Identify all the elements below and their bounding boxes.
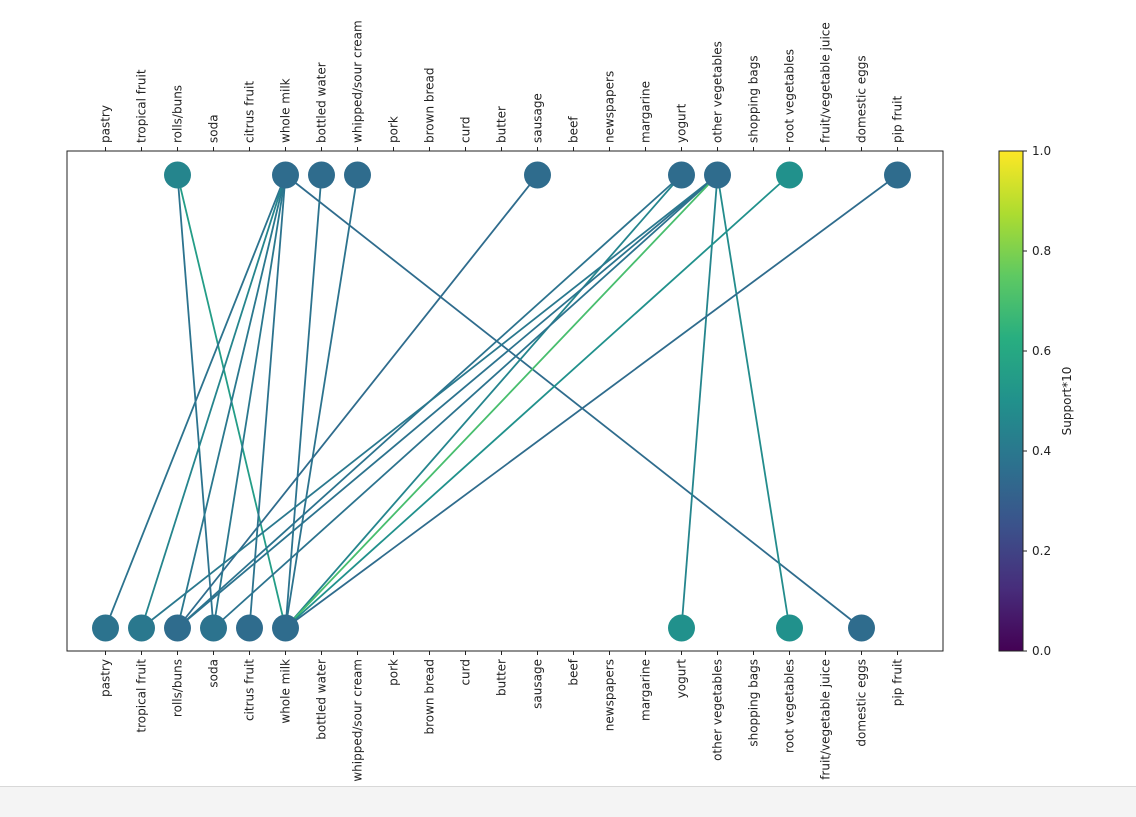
top-tick-label-whipped-sour-cream: whipped/sour cream [351, 20, 365, 143]
bottom-tick-label-citrus-fruit: citrus fruit [243, 659, 257, 721]
top-tick-label-yogurt: yogurt [675, 103, 689, 143]
edge-other-vegetables-to-root-vegetables [716, 174, 791, 629]
colorbar: 0.0 0.2 0.4 0.6 0.8 1.0 Support*10 [998, 144, 1074, 658]
bottom-tick-label-tropical-fruit: tropical fruit [135, 659, 149, 733]
edge-root-vegetables-to-whole-milk [284, 174, 791, 629]
top-tick-label-beef: beef [567, 116, 581, 143]
bottom-tick-label-brown-bread: brown bread [423, 659, 437, 735]
bottom-tick-label-bottled-water: bottled water [315, 659, 329, 740]
bottom-node-whole-milk [272, 614, 299, 642]
bottom-node-citrus-fruit [236, 614, 263, 642]
bottom-node-tropical-fruit [128, 614, 155, 642]
top-tick-label-rolls-buns: rolls/buns [171, 85, 185, 143]
top-node-rolls-buns [164, 161, 191, 189]
top-node-yogurt [668, 161, 695, 189]
bottom-tick-label-curd: curd [459, 659, 473, 686]
bottom-node-soda [200, 614, 227, 642]
edges-layer [104, 174, 899, 629]
top-tick-label-root-vegetables: root vegetables [783, 49, 797, 143]
colorbar-tick-label-0-2: 0.2 [1032, 544, 1051, 558]
bottom-axis-ticks: pastry tropical fruit rolls/buns soda citrus… [99, 651, 905, 782]
bottom-tick-label-pork: pork [387, 659, 401, 686]
top-tick-label-newspapers: newspapers [603, 71, 617, 143]
edge-whole-milk-to-domestic-eggs [284, 174, 863, 629]
top-tick-label-shopping-bags: shopping bags [747, 55, 761, 143]
edge-other-vegetables-to-soda [212, 174, 719, 629]
window-bottom-strip [0, 786, 1136, 817]
top-tick-label-pip-fruit: pip fruit [891, 96, 905, 143]
bottom-tick-label-other-vegetables: other vegetables [711, 659, 725, 761]
top-tick-label-curd: curd [459, 116, 473, 143]
bottom-tick-label-yogurt: yogurt [675, 659, 689, 699]
bottom-tick-label-margarine: margarine [639, 659, 653, 721]
bottom-tick-label-pip-fruit: pip fruit [891, 659, 905, 706]
bottom-tick-label-newspapers: newspapers [603, 659, 617, 731]
top-tick-label-sausage: sausage [531, 93, 545, 143]
bottom-node-root-vegetables [776, 614, 803, 642]
edge-other-vegetables-to-rolls-buns [176, 174, 719, 629]
plot-frame [66, 150, 944, 652]
bottom-node-yogurt [668, 614, 695, 642]
colorbar-tick-label-0-8: 0.8 [1032, 244, 1051, 258]
top-tick-label-tropical-fruit: tropical fruit [135, 69, 149, 143]
edge-whole-milk-to-tropical-fruit [140, 174, 287, 629]
top-tick-label-pork: pork [387, 116, 401, 143]
bottom-tick-label-soda: soda [207, 659, 221, 688]
edge-whole-milk-to-citrus-fruit [248, 174, 287, 629]
bottom-tick-label-pastry: pastry [99, 659, 113, 697]
edge-other-vegetables-to-tropical-fruit [140, 174, 719, 629]
bottom-tick-label-whipped-sour-cream: whipped/sour cream [351, 659, 365, 782]
edge-other-vegetables-to-whole-milk [284, 174, 719, 629]
top-tick-label-domestic-eggs: domestic eggs [855, 55, 869, 143]
bottom-node-domestic-eggs [848, 614, 875, 642]
top-axis-ticks: pastry tropical fruit rolls/buns soda citrus… [99, 20, 905, 151]
bottom-tick-label-butter: butter [495, 659, 509, 696]
bottom-tick-label-sausage: sausage [531, 659, 545, 709]
edge-whole-milk-to-soda [212, 174, 287, 629]
colorbar-label: Support*10 [1060, 367, 1074, 436]
edge-pip-fruit-to-whole-milk [284, 174, 899, 629]
bottom-node-pastry [92, 614, 119, 642]
top-node-bottled-water [308, 161, 335, 189]
colorbar-gradient [998, 150, 1024, 652]
top-tick-label-citrus-fruit: citrus fruit [243, 81, 257, 143]
top-tick-label-soda: soda [207, 114, 221, 143]
edge-bottled-water-to-whole-milk [284, 174, 323, 629]
edge-whole-milk-to-pastry [104, 174, 287, 629]
edge-other-vegetables-to-yogurt [680, 174, 719, 629]
top-tick-label-butter: butter [495, 106, 509, 143]
nodes-layer [92, 161, 911, 642]
top-node-root-vegetables [776, 161, 803, 189]
top-node-other-vegetables [704, 161, 731, 189]
top-tick-label-bottled-water: bottled water [315, 62, 329, 143]
bottom-tick-label-whole-milk: whole milk [279, 659, 293, 724]
bottom-tick-label-domestic-eggs: domestic eggs [855, 659, 869, 747]
top-tick-label-margarine: margarine [639, 81, 653, 143]
bottom-tick-label-rolls-buns: rolls/buns [171, 659, 185, 717]
colorbar-tick-label-0-4: 0.4 [1032, 444, 1051, 458]
edge-whole-milk-to-rolls-buns [176, 174, 287, 629]
top-tick-label-whole-milk: whole milk [279, 78, 293, 143]
colorbar-ticks: 0.0 0.2 0.4 0.6 0.8 1.0 [1023, 144, 1051, 658]
edge-whipped-sour-cream-to-whole-milk [284, 174, 359, 629]
colorbar-tick-label-0-6: 0.6 [1032, 344, 1051, 358]
colorbar-tick-label-0-0: 0.0 [1032, 644, 1051, 658]
top-node-whipped-sour-cream [344, 161, 371, 189]
bottom-node-rolls-buns [164, 614, 191, 642]
top-tick-label-brown-bread: brown bread [423, 67, 437, 143]
edge-yogurt-to-whole-milk [284, 174, 683, 629]
top-tick-label-other-vegetables: other vegetables [711, 41, 725, 143]
bottom-tick-label-beef: beef [567, 658, 581, 685]
bottom-tick-label-shopping-bags: shopping bags [747, 659, 761, 747]
top-node-whole-milk [272, 161, 299, 189]
top-node-pip-fruit [884, 161, 911, 189]
top-tick-label-pastry: pastry [99, 105, 113, 143]
top-node-sausage [524, 161, 551, 189]
bottom-tick-label-fruit-vegetable-juice: fruit/vegetable juice [819, 659, 833, 780]
colorbar-tick-label-1-0: 1.0 [1032, 144, 1051, 158]
bottom-tick-label-root-vegetables: root vegetables [783, 659, 797, 753]
top-tick-label-fruit-vegetable-juice: fruit/vegetable juice [819, 22, 833, 143]
